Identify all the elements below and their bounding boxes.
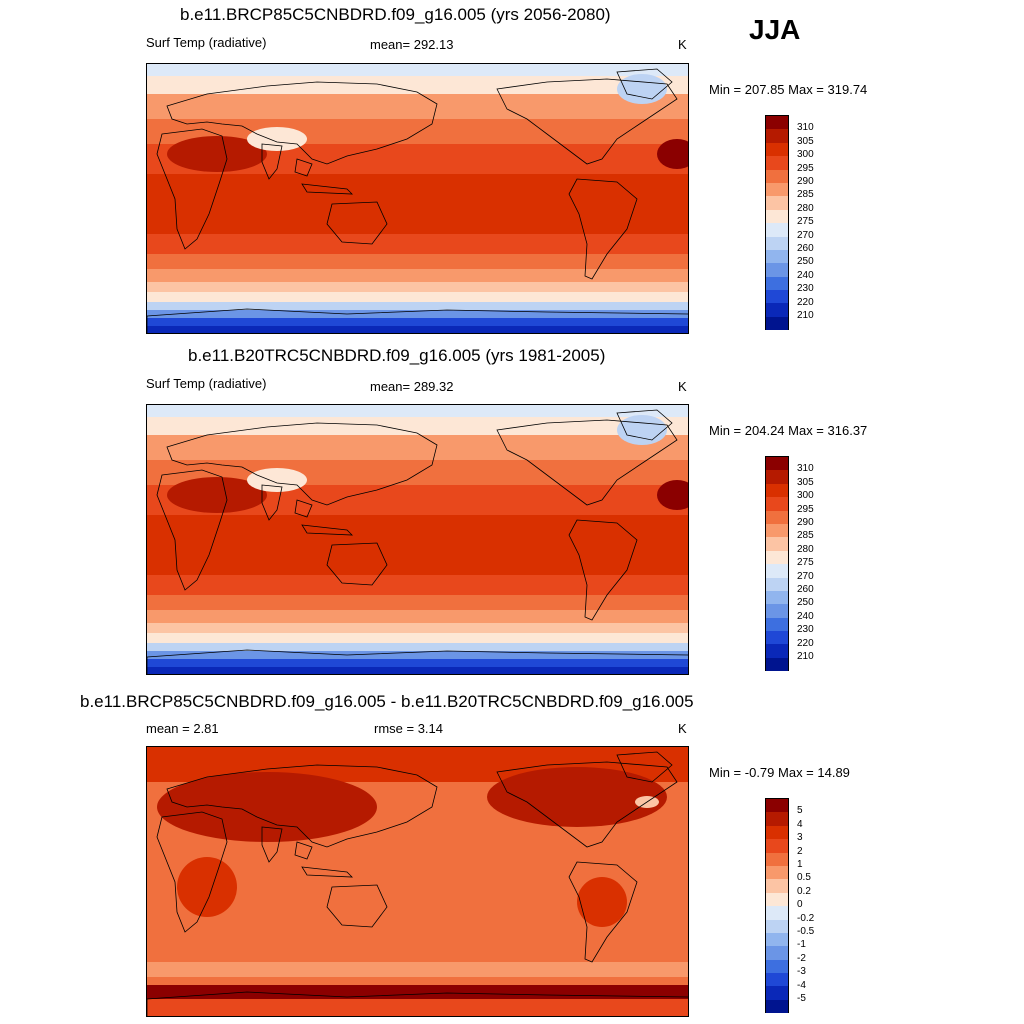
colorbar-tick-label: 240 xyxy=(797,269,814,281)
colorbar-tick-label: 305 xyxy=(797,476,814,488)
colorbar-tick-label: 280 xyxy=(797,543,814,555)
panel2-title: b.e11.B20TRC5CNBDRD.f09_g16.005 (yrs 198… xyxy=(188,346,606,365)
colorbar-tick-label: 4 xyxy=(797,818,803,830)
colorbar-tick-label: -0.5 xyxy=(797,926,815,937)
colorbar-tick-label: 270 xyxy=(797,570,814,582)
colorbar-tick-label: 230 xyxy=(797,624,814,636)
colorbar-tick-label: 280 xyxy=(797,202,814,214)
colorbar-tick-label: 300 xyxy=(797,490,814,502)
colorbar-tick-label: 290 xyxy=(797,517,814,528)
panel2-minmax: Min = 204.24 Max = 316.37 xyxy=(709,423,868,438)
colorbar-tick-label: 300 xyxy=(797,149,814,161)
colorbar-tick-label: 305 xyxy=(797,135,814,147)
panel3-mean: mean = 2.81 xyxy=(146,721,219,736)
panel1-mean: mean= 292.13 xyxy=(370,37,454,52)
colorbar-tick-label: 210 xyxy=(797,310,814,321)
colorbar-tick-label: 275 xyxy=(797,557,814,569)
colorbar-tick-label: 250 xyxy=(797,256,814,268)
panel2-colorbar xyxy=(765,456,789,672)
colorbar-tick-label: 230 xyxy=(797,283,814,295)
colorbar-tick-label: -4 xyxy=(797,979,806,991)
panel3-title: b.e11.BRCP85C5CNBDRD.f09_g16.005 - b.e11… xyxy=(80,692,694,711)
colorbar-tick-label: -2 xyxy=(797,952,806,964)
panel3-map xyxy=(146,746,689,1017)
colorbar-tick-label: 290 xyxy=(797,176,814,187)
panel1-variable-label: Surf Temp (radiative) xyxy=(146,35,267,50)
panel2-mean: mean= 289.32 xyxy=(370,379,454,394)
colorbar-tick-label: 0.2 xyxy=(797,885,811,897)
colorbar-tick-label: 5 xyxy=(797,805,803,817)
panel2-map xyxy=(146,404,689,675)
colorbar-tick-label: 260 xyxy=(797,584,814,595)
panel2-variable-label: Surf Temp (radiative) xyxy=(146,376,267,391)
colorbar-tick-label: -1 xyxy=(797,939,806,951)
colorbar-tick-label: 220 xyxy=(797,637,814,649)
panel1-colorbar xyxy=(765,115,789,331)
panel2-units: K xyxy=(678,379,687,394)
panel1-title: b.e11.BRCP85C5CNBDRD.f09_g16.005 (yrs 20… xyxy=(180,5,611,24)
colorbar-tick-label: 240 xyxy=(797,610,814,622)
colorbar-tick-label: 1 xyxy=(797,859,803,870)
colorbar-tick-label: 0.5 xyxy=(797,872,811,884)
colorbar-tick-label: 285 xyxy=(797,530,814,542)
colorbar-tick-label: -5 xyxy=(797,993,806,1004)
panel3-rmse: rmse = 3.14 xyxy=(374,721,444,736)
colorbar-tick-label: 295 xyxy=(797,162,814,174)
colorbar-tick-label: 0 xyxy=(797,899,803,911)
colorbar-tick-label: 270 xyxy=(797,229,814,241)
colorbar-tick-label: 2 xyxy=(797,845,803,857)
colorbar-tick-label: 275 xyxy=(797,216,814,228)
colorbar-tick-label: 220 xyxy=(797,296,814,308)
colorbar-tick-label: -0.2 xyxy=(797,912,815,924)
panel1-units: K xyxy=(678,37,687,52)
panel3-colorbar xyxy=(765,798,789,1014)
panel1-map xyxy=(146,63,689,334)
panel3-minmax: Min = -0.79 Max = 14.89 xyxy=(709,765,850,780)
colorbar-tick-label: 210 xyxy=(797,651,814,662)
colorbar-tick-label: 295 xyxy=(797,503,814,515)
panel3-units: K xyxy=(678,721,687,736)
colorbar-tick-label: 310 xyxy=(797,463,814,475)
colorbar-tick-label: 3 xyxy=(797,832,803,844)
colorbar-tick-label: 310 xyxy=(797,122,814,134)
panel1-minmax: Min = 207.85 Max = 319.74 xyxy=(709,82,868,97)
colorbar-tick-label: 250 xyxy=(797,597,814,609)
season-label: JJA xyxy=(749,14,801,45)
colorbar-tick-label: 260 xyxy=(797,243,814,254)
colorbar-tick-label: 285 xyxy=(797,189,814,201)
colorbar-tick-label: -3 xyxy=(797,966,806,978)
